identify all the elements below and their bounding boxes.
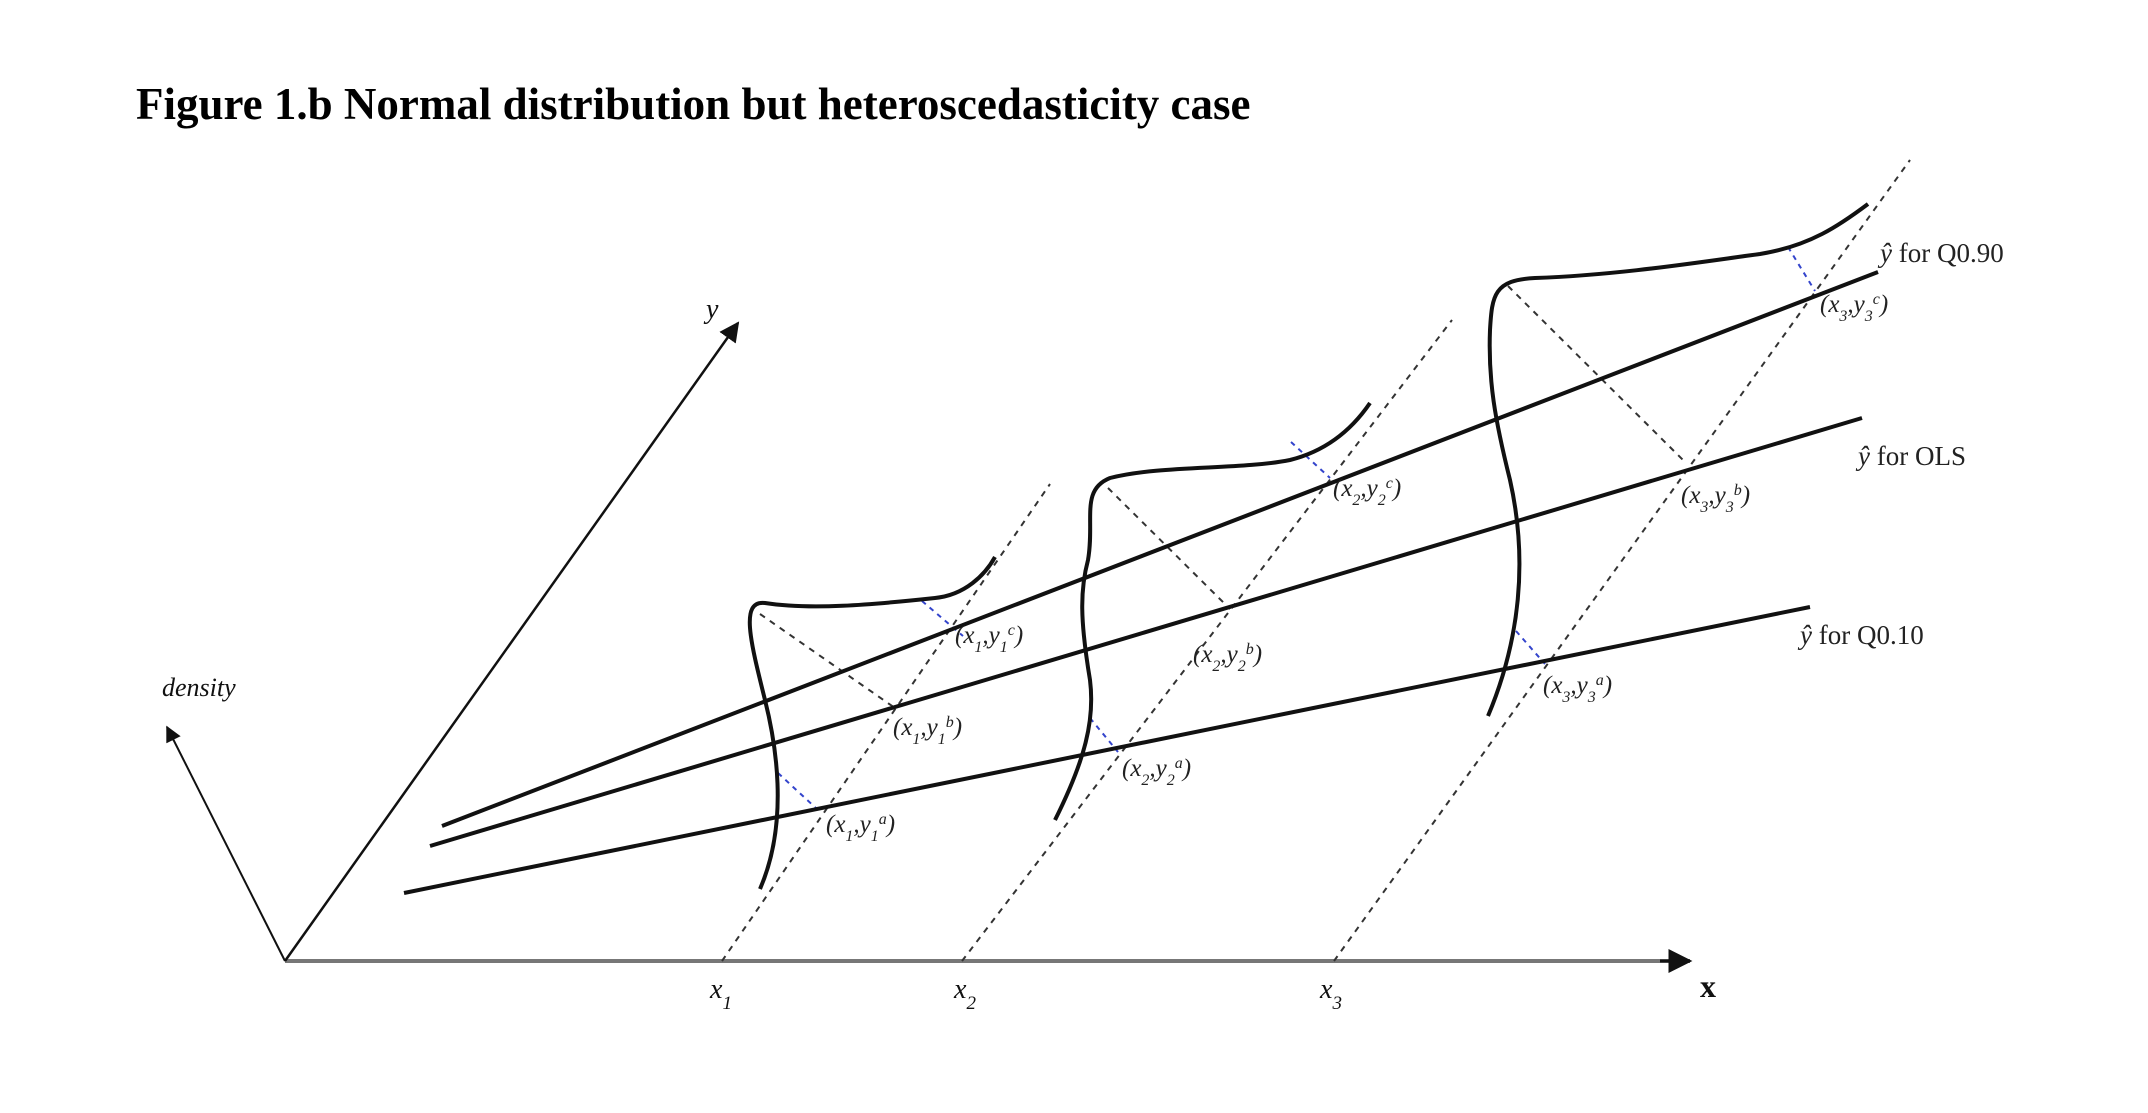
point-label-x1-c: (x1,y1c) [955, 622, 1023, 656]
marker-x2-a [1089, 717, 1119, 753]
line-q090 [441, 270, 1879, 828]
marker-x1-a [777, 772, 819, 811]
point-label-x2-b: (x2,y2b) [1193, 641, 1262, 675]
x2-guide [961, 319, 1453, 962]
figure-title: Figure 1.b Normal distribution but heter… [136, 79, 1251, 129]
dist2-crossline [1107, 487, 1231, 610]
point-label-x3-b: (x3,y3b) [1681, 482, 1750, 516]
x1-guide [721, 483, 1051, 962]
x-tick-2: x2 [953, 974, 976, 1014]
x-tick-1: x1 [709, 974, 732, 1014]
point-label-x3-a: (x3,y3a) [1543, 672, 1612, 706]
distribution-x2 [1053, 401, 1372, 821]
marker-x3-a [1515, 630, 1546, 665]
density-axis [166, 725, 286, 962]
label-ols: ŷ for OLS [1855, 441, 1966, 471]
line-ols [429, 416, 1863, 848]
point-label-x1-a: (x1,y1a) [826, 811, 895, 845]
point-label-x2-a: (x2,y2a) [1122, 755, 1191, 789]
point-label-x1-b: (x1,y1b) [893, 714, 962, 748]
x-tick-3: x3 [1319, 974, 1342, 1014]
distribution-curves [747, 202, 1870, 890]
x-guide-lines [721, 159, 1911, 962]
distribution-x1 [747, 556, 997, 890]
marker-x2-c [1290, 441, 1331, 479]
x3-guide [1333, 159, 1911, 962]
dist1-crossline [759, 613, 896, 709]
label-q010: ŷ for Q0.10 [1797, 620, 1924, 650]
marker-x3-c [1787, 246, 1816, 292]
point-label-x3-c: (x3,y3c) [1820, 291, 1888, 325]
distribution-x3 [1486, 202, 1870, 717]
point-label-x2-c: (x2,y2c) [1333, 475, 1401, 509]
label-q090: ŷ for Q0.90 [1877, 238, 2004, 268]
quantile-markers [777, 246, 1816, 811]
y-axis-label: y [703, 294, 719, 325]
marker-x1-c [921, 600, 964, 637]
y-axis [283, 321, 740, 962]
density-axis-label: density [162, 673, 236, 702]
distribution-crosslines [759, 285, 1684, 709]
x-axis-label: x [1700, 968, 1716, 1004]
dist3-crossline [1507, 285, 1684, 461]
line-q010 [403, 605, 1811, 895]
